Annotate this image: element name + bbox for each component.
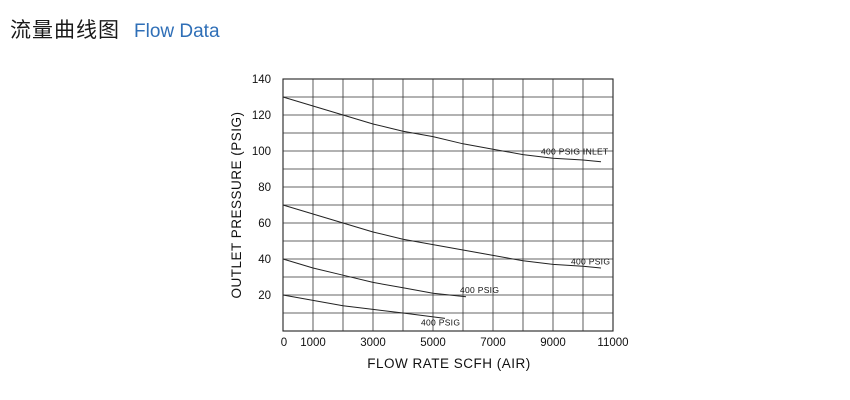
x-tick-label: 9000: [540, 337, 566, 349]
x-axis-label: FLOW RATE SCFH (AIR): [367, 356, 531, 371]
curve-label: 400 PSIG: [460, 285, 499, 295]
chart-curve-labels: 400 PSIG INLET 400 PSIG 400 PSIG 400 PSIG: [421, 147, 610, 328]
y-tick-label: 140: [252, 74, 271, 86]
y-tick-label: 60: [258, 218, 271, 230]
y-tick-label: 40: [258, 254, 271, 266]
x-tick-label: 3000: [360, 337, 386, 349]
y-tick-label: 20: [258, 290, 271, 302]
series-line-3: [282, 258, 467, 298]
x-tick-label: 1000: [300, 337, 326, 349]
x-tick-label: 11000: [597, 337, 628, 349]
x-tick-label: 0: [281, 337, 287, 349]
y-tick-label: 80: [258, 182, 271, 194]
page-title-chinese: 流量曲线图: [10, 18, 120, 42]
series-line-1: [282, 96, 602, 163]
page-title-english: Flow Data: [134, 21, 220, 42]
chart-series: [282, 96, 602, 319]
y-axis-label: OUTLET PRESSURE (PSIG): [229, 111, 244, 298]
chart-ticks: 0 1000 3000 5000 7000 9000 11000 20 40 60 80 100 120…: [252, 74, 629, 349]
series-line-4: [282, 294, 446, 319]
x-tick-label: 5000: [420, 337, 446, 349]
curve-label: 400 PSIG: [421, 318, 460, 328]
page-header: 流量曲线图 Flow Data: [10, 14, 220, 44]
chart-grid: [282, 78, 614, 332]
y-tick-label: 100: [252, 146, 271, 158]
curve-label: 400 PSIG INLET: [541, 147, 609, 157]
curve-label: 400 PSIG: [571, 256, 610, 266]
y-tick-label: 120: [252, 110, 271, 122]
x-tick-label: 7000: [480, 337, 506, 349]
series-line-2: [282, 204, 602, 269]
